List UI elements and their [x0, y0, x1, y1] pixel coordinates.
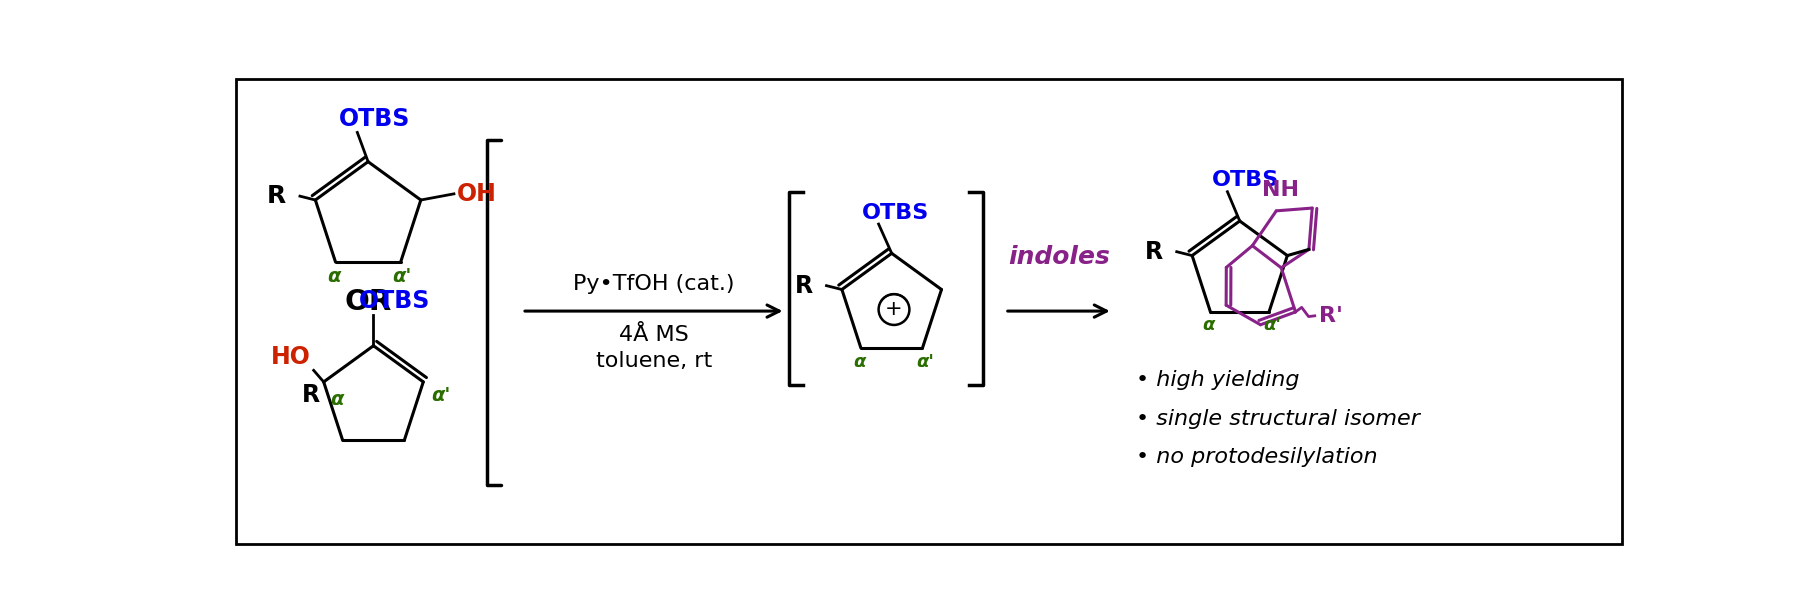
Text: HO: HO	[270, 345, 310, 369]
Text: α': α'	[431, 386, 451, 405]
Text: R: R	[1145, 240, 1163, 264]
Text: Py•TfOH (cat.): Py•TfOH (cat.)	[573, 274, 734, 294]
Text: toluene, rt: toluene, rt	[596, 351, 712, 371]
Text: α': α'	[1263, 316, 1281, 334]
Text: OTBS: OTBS	[339, 107, 410, 131]
Text: α: α	[330, 389, 342, 408]
Text: α: α	[853, 353, 866, 371]
Text: α: α	[1203, 316, 1216, 334]
Text: • high yielding: • high yielding	[1136, 370, 1299, 391]
Text: 4Å MS: 4Å MS	[620, 325, 689, 345]
Text: R: R	[266, 184, 286, 208]
Text: • no protodesilylation: • no protodesilylation	[1136, 447, 1377, 468]
Text: indoles: indoles	[1007, 245, 1109, 269]
Text: OR: OR	[344, 288, 391, 316]
Text: R: R	[303, 383, 321, 407]
Text: OTBS: OTBS	[863, 203, 930, 222]
Text: α: α	[328, 267, 341, 286]
Text: α': α'	[393, 267, 411, 286]
Text: • single structural isomer: • single structural isomer	[1136, 409, 1419, 429]
Text: OH: OH	[457, 182, 496, 206]
Text: +: +	[886, 299, 902, 318]
Text: NH: NH	[1261, 180, 1299, 200]
Text: α': α'	[917, 353, 935, 371]
Text: R: R	[794, 274, 812, 298]
Text: OTBS: OTBS	[1212, 170, 1279, 190]
Text: R': R'	[1319, 306, 1343, 326]
Text: OTBS: OTBS	[359, 290, 431, 314]
